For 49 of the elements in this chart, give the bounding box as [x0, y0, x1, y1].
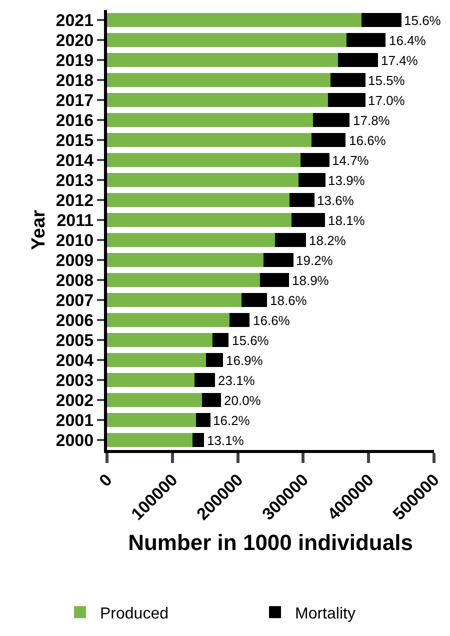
- y-tick-label: 2018: [56, 70, 94, 90]
- y-tick-label: 2003: [56, 370, 94, 390]
- annotation: 23.1%: [218, 373, 256, 388]
- y-tick-label: 2019: [56, 50, 94, 70]
- annotation: 13.6%: [317, 193, 354, 208]
- y-tick-label: 2011: [56, 210, 94, 230]
- annotation: 18.6%: [270, 293, 308, 308]
- annotation: 18.1%: [328, 213, 366, 228]
- y-tick-label: 2008: [56, 270, 94, 290]
- annotation: 15.5%: [368, 73, 406, 88]
- annotation: 14.7%: [332, 153, 370, 168]
- annotation: 15.6%: [404, 13, 442, 28]
- y-tick-label: 2006: [56, 310, 94, 330]
- x-tick-label: 0: [96, 470, 116, 490]
- y-tick-label: 2009: [56, 250, 94, 270]
- y-tick-label: 2002: [56, 390, 94, 410]
- annotation: 13.9%: [328, 173, 366, 188]
- annotation: 18.9%: [292, 273, 330, 288]
- annotation: 16.4%: [389, 33, 426, 48]
- annotation: 16.9%: [226, 353, 264, 368]
- legend-label: Mortality: [295, 605, 356, 622]
- annotation: 15.6%: [232, 333, 270, 348]
- y-tick-label: 2020: [56, 30, 94, 50]
- annotation: 20.0%: [224, 393, 262, 408]
- y-tick-label: 2016: [56, 110, 94, 130]
- annotation: 17.4%: [381, 53, 418, 68]
- x-axis-title: Number in 1000 individuals: [128, 530, 413, 555]
- legend-label: Produced: [100, 605, 168, 622]
- y-tick-label: 2012: [56, 190, 94, 210]
- annotation: 19.2%: [296, 253, 334, 268]
- annotation: 18.2%: [309, 233, 346, 248]
- y-tick-label: 2014: [56, 150, 94, 170]
- y-tick-label: 2013: [56, 170, 94, 190]
- y-tick-label: 2015: [56, 130, 94, 150]
- y-tick-label: 2001: [56, 410, 94, 430]
- y-axis-title: Year: [28, 209, 50, 250]
- y-tick-label: 2005: [56, 330, 94, 350]
- y-tick-label: 2010: [56, 230, 94, 250]
- annotation: 13.1%: [207, 433, 244, 448]
- y-tick-label: 2007: [56, 290, 94, 310]
- y-tick-label: 2017: [56, 90, 94, 110]
- y-tick-label: 2000: [56, 430, 94, 450]
- annotation: 17.8%: [353, 113, 390, 128]
- y-tick-label: 2021: [56, 10, 94, 30]
- annotation: 16.6%: [349, 133, 386, 148]
- y-tick-label: 2004: [56, 350, 94, 370]
- annotation: 17.0%: [368, 93, 406, 108]
- annotation: 16.2%: [213, 413, 250, 428]
- annotation: 16.6%: [253, 313, 290, 328]
